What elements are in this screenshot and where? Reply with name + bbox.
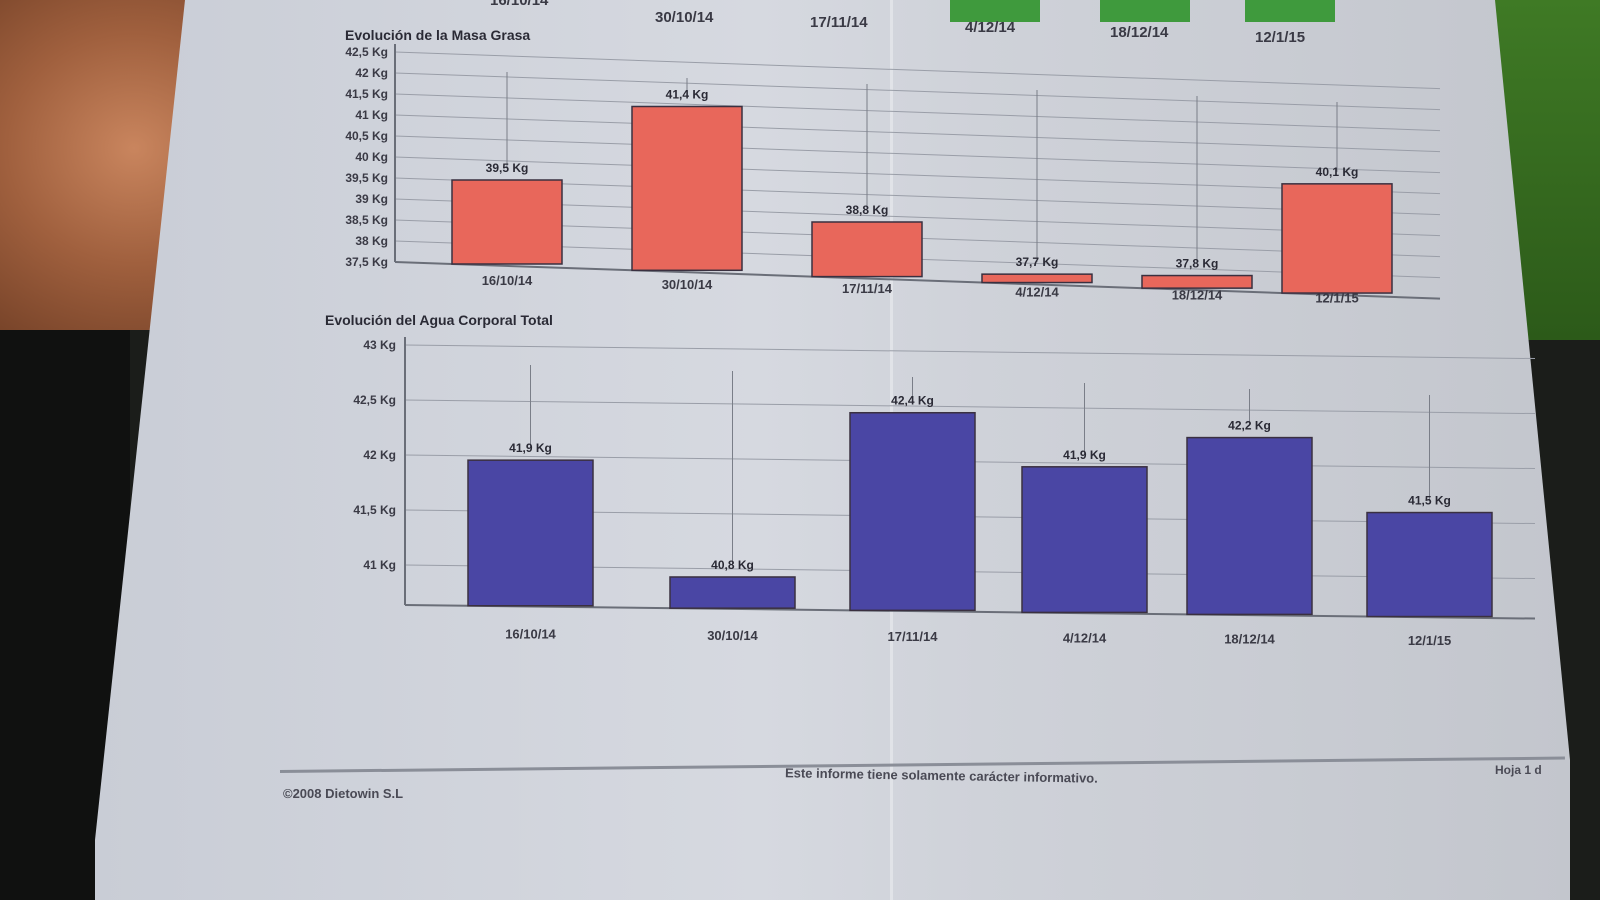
category-label: 18/12/14	[1224, 632, 1275, 647]
bar	[1281, 183, 1393, 294]
y-tick-label: 38,5 Kg	[345, 213, 388, 227]
bar	[451, 179, 563, 265]
category-label: 30/10/14	[707, 628, 758, 643]
category-label: 12/1/15	[1408, 633, 1451, 648]
data-label: 41,4 Kg	[666, 87, 709, 101]
x-axis-line	[404, 604, 1536, 620]
top-chart-bar	[1245, 0, 1335, 22]
data-label: 39,5 Kg	[486, 161, 529, 175]
gridline	[394, 114, 1441, 153]
category-label: 4/12/14	[1063, 630, 1107, 645]
bar	[467, 459, 594, 607]
x-axis-line	[394, 261, 1441, 300]
top-chart-date-label: 17/11/14	[810, 14, 868, 31]
category-label: 16/10/14	[505, 626, 556, 641]
bar	[1186, 436, 1313, 616]
y-tick-label: 42,5 Kg	[353, 393, 396, 407]
footer-copyright: ©2008 Dietowin S.L	[283, 786, 404, 801]
y-tick-label: 42 Kg	[355, 66, 388, 80]
y-tick-label: 40 Kg	[355, 150, 388, 164]
data-label: 37,7 Kg	[1016, 255, 1059, 269]
top-chart-date-label: 4/12/14	[965, 19, 1016, 36]
data-label: 40,1 Kg	[1316, 165, 1359, 179]
data-label: 38,8 Kg	[846, 203, 889, 217]
data-label: 40,8 Kg	[711, 558, 754, 572]
bar	[1141, 274, 1253, 289]
category-label: 17/11/14	[842, 281, 893, 296]
bar	[1021, 466, 1148, 614]
data-label: 37,8 Kg	[1176, 257, 1219, 271]
chart-title: Evolución de la Masa Grasa	[345, 27, 530, 43]
gridline	[394, 135, 1441, 174]
category-label: 30/10/14	[662, 277, 713, 292]
gridline	[394, 72, 1441, 111]
category-label: 17/11/14	[888, 629, 939, 644]
y-tick-label: 41 Kg	[355, 108, 388, 122]
data-label: 42,2 Kg	[1228, 419, 1271, 433]
top-chart-date-label: 12/1/15	[1255, 29, 1306, 46]
y-tick-label: 41 Kg	[363, 558, 396, 572]
report-page	[95, 0, 1570, 900]
gridline	[394, 177, 1441, 216]
gridline	[394, 198, 1441, 237]
bar	[981, 273, 1093, 284]
chart-title: Evolución del Agua Corporal Total	[325, 312, 553, 328]
data-label: 41,5 Kg	[1408, 494, 1451, 508]
gridline	[394, 51, 1441, 90]
y-tick-label: 39 Kg	[355, 192, 388, 206]
top-chart-date-label: 30/10/14	[655, 9, 714, 26]
bar	[1366, 511, 1493, 618]
y-tick-label: 37,5 Kg	[345, 255, 388, 269]
top-chart-date-label: 18/12/14	[1110, 24, 1169, 41]
bar	[811, 221, 923, 278]
y-tick-label: 40,5 Kg	[345, 129, 388, 143]
y-tick-label: 42,5 Kg	[345, 45, 388, 59]
data-label: 41,9 Kg	[509, 441, 552, 455]
gridline	[404, 344, 1536, 360]
gridline	[404, 399, 1536, 415]
gridline	[394, 156, 1441, 195]
category-label: 4/12/14	[1015, 284, 1059, 299]
y-tick-label: 41,5 Kg	[353, 503, 396, 517]
data-label: 42,4 Kg	[891, 394, 934, 408]
top-chart-date-label: 16/10/14	[490, 0, 549, 9]
y-tick-label: 38 Kg	[355, 234, 388, 248]
data-label: 41,9 Kg	[1063, 448, 1106, 462]
footer-page-number: Hoja 1 d	[1495, 763, 1542, 777]
bar	[849, 411, 976, 612]
category-label: 16/10/14	[482, 273, 533, 288]
top-chart-bar	[950, 0, 1040, 22]
bar	[631, 105, 743, 272]
y-tick-label: 42 Kg	[363, 448, 396, 462]
y-tick-label: 43 Kg	[363, 338, 396, 352]
bar	[669, 576, 796, 609]
y-tick-label: 41,5 Kg	[345, 87, 388, 101]
top-chart-bar	[1100, 0, 1190, 22]
y-tick-label: 39,5 Kg	[345, 171, 388, 185]
category-label: 12/1/15	[1315, 291, 1358, 306]
category-label: 18/12/14	[1172, 288, 1223, 303]
gridline	[394, 93, 1441, 132]
